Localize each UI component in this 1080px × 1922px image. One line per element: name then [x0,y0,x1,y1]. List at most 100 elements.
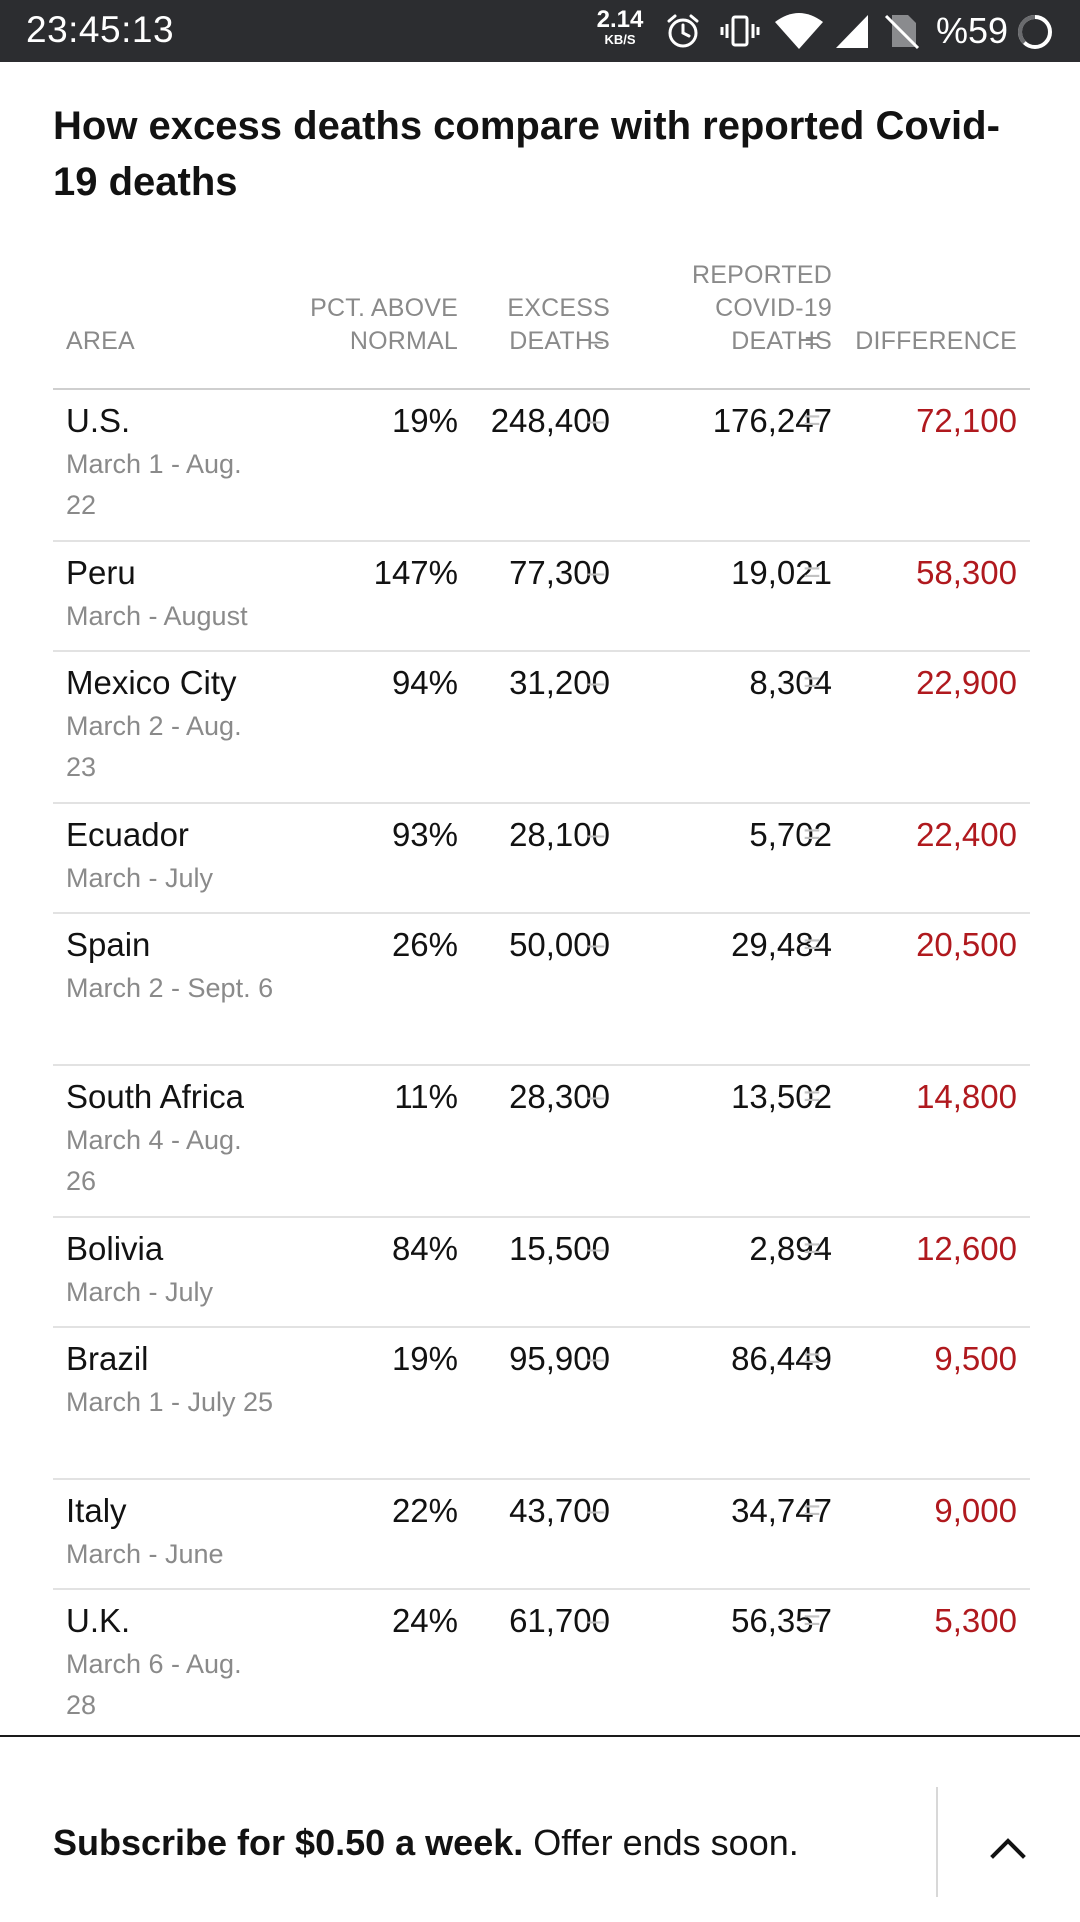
table-body: U.S. March 1 - Aug. 22 19% 248,400–176,247 =… [53,390,1030,1740]
area-name: South Africa [66,1078,244,1115]
pct-above-normal: 22% [391,1492,458,1529]
table-row: U.S. March 1 - Aug. 22 19% 248,400– 176,247 =… [53,390,1030,542]
equals-operator: = [803,928,821,961]
table-row: Italy March - June 22% 43,700– 34,747 = 9,000 [53,1480,1030,1590]
area-name: U.K. [66,1602,131,1639]
area-name: Bolivia [66,1230,164,1267]
difference-value: 9,500 [934,1340,1017,1377]
subscribe-offer-text[interactable]: Subscribe for $0.50 a week. Offer ends s… [53,1821,799,1865]
excess-deaths: 248,400 [490,402,610,439]
header-difference: DIFFERENCE [855,327,1017,355]
area-name: Peru [66,554,136,591]
status-time: 23:45:13 [26,9,175,50]
status-bar: 23:45:13 2.14 KB/S %59 [0,0,1080,62]
minus-operator: – [587,556,605,589]
equals-operator: = [803,1604,821,1637]
table-row: South Africa March 4 - Aug. 26 11% 28,300– 1… [53,1066,1030,1218]
area-name: Italy [66,1492,127,1529]
excess-deaths: 95,900 [509,1340,610,1377]
difference-value: 9,000 [934,1492,1017,1529]
table-row: Peru March - August 147% 77,300– 19,021 = 58,3… [53,542,1030,652]
area-date-range: March 4 - Aug. 26 [66,1125,242,1196]
minus-operator: – [587,1232,605,1265]
excess-deaths: 31,200 [509,664,610,701]
pct-above-normal: 11% [394,1078,458,1115]
difference-value: 72,100 [916,402,1017,439]
chevron-up-icon[interactable] [985,1825,1031,1871]
area-name: Mexico City [66,664,237,701]
area-date-range: March 6 - Aug. 28 [66,1649,242,1720]
reported-deaths: 13,502 [731,1078,832,1115]
network-speed: 2.14 KB/S [592,8,648,47]
area-name: U.S. [66,402,131,439]
area-date-range: March - August [66,601,248,631]
equals-operator: = [803,818,821,851]
pct-above-normal: 147% [373,554,458,591]
table-row: Spain March 2 - Sept. 6 26% 50,000– 29,484 = 2… [53,914,1030,1066]
pct-above-normal: 24% [391,1602,458,1639]
excess-deaths: 43,700 [509,1492,610,1529]
difference-value: 5,300 [934,1602,1017,1639]
header-excess-deaths: EXCESS DEATHS [507,294,610,355]
equals-operator: = [803,666,821,699]
equals-operator: = [803,1232,821,1265]
excess-deaths: 28,300 [509,1078,610,1115]
equals-operator: = [803,1494,821,1527]
reported-deaths: 176,247 [712,402,832,439]
reported-deaths: 34,747 [731,1492,832,1529]
excess-deaths: 15,500 [509,1230,610,1267]
area-name: Ecuador [66,816,189,853]
pct-above-normal: 94% [391,664,458,701]
excess-deaths: 77,300 [509,554,610,591]
table-row: U.K. March 6 - Aug. 28 24% 61,700– 56,357 = 5,… [53,1590,1030,1740]
alarm-icon [667,14,699,48]
minus-operator: – [587,928,605,961]
excess-deaths: 28,100 [509,816,610,853]
wifi-icon [775,13,823,49]
minus-operator: – [587,1080,605,1113]
equals-operator: = [803,1080,821,1113]
reported-deaths: 56,357 [731,1602,832,1639]
pct-above-normal: 26% [391,926,458,963]
header-area: AREA [66,327,135,355]
difference-value: 22,400 [916,816,1017,853]
equals-operator: = [803,404,821,437]
header-pct-above-normal: PCT. ABOVE NORMAL [310,294,458,355]
pct-above-normal: 19% [391,1340,458,1377]
page-title: How excess deaths compare with reported … [53,104,1000,204]
difference-value: 14,800 [916,1078,1017,1115]
minus-operator: – [587,666,605,699]
table-row: Mexico City March 2 - Aug. 23 94% 31,200– 8,… [53,652,1030,804]
table-row: Bolivia March - July 84% 15,500– 2,894 = 12,60… [53,1218,1030,1328]
subscribe-price-text: Subscribe for $0.50 a week. [53,1822,524,1863]
header-equals: = [804,327,820,355]
subscribe-banner[interactable]: Subscribe for $0.50 a week. Offer ends s… [0,1735,1080,1922]
banner-divider [936,1787,938,1897]
table-row: Brazil March 1 - July 25 19% 95,900– 86,449 =… [53,1328,1030,1480]
battery-ring-icon [1018,15,1052,49]
difference-value: 12,600 [916,1230,1017,1267]
equals-operator: = [803,556,821,589]
area-name: Brazil [66,1340,149,1377]
excess-deaths-table: AREA PCT. ABOVE NORMAL EXCESS DEATHS – R… [53,258,1030,1740]
pct-above-normal: 19% [391,402,458,439]
area-name: Spain [66,926,151,963]
header-minus: – [588,327,604,355]
no-sim-icon [884,14,920,50]
excess-deaths: 50,000 [509,926,610,963]
reported-deaths: 2,894 [749,1230,832,1267]
reported-deaths: 19,021 [731,554,832,591]
area-date-range: March 2 - Aug. 23 [66,711,242,782]
table-row: Ecuador March - July 93% 28,100– 5,702 = 22,40… [53,804,1030,914]
pct-above-normal: 93% [391,816,458,853]
cell-signal-icon [836,15,868,48]
difference-value: 58,300 [916,554,1017,591]
battery-percentage: %59 [936,10,1009,51]
difference-value: 20,500 [916,926,1017,963]
minus-operator: – [587,404,605,437]
reported-deaths: 8,304 [749,664,832,701]
area-date-range: March 1 - July 25 [66,1387,274,1417]
area-date-range: March 1 - Aug. 22 [66,449,242,520]
reported-deaths: 29,484 [731,926,832,963]
offer-ends-text: Offer ends soon. [523,1822,799,1863]
